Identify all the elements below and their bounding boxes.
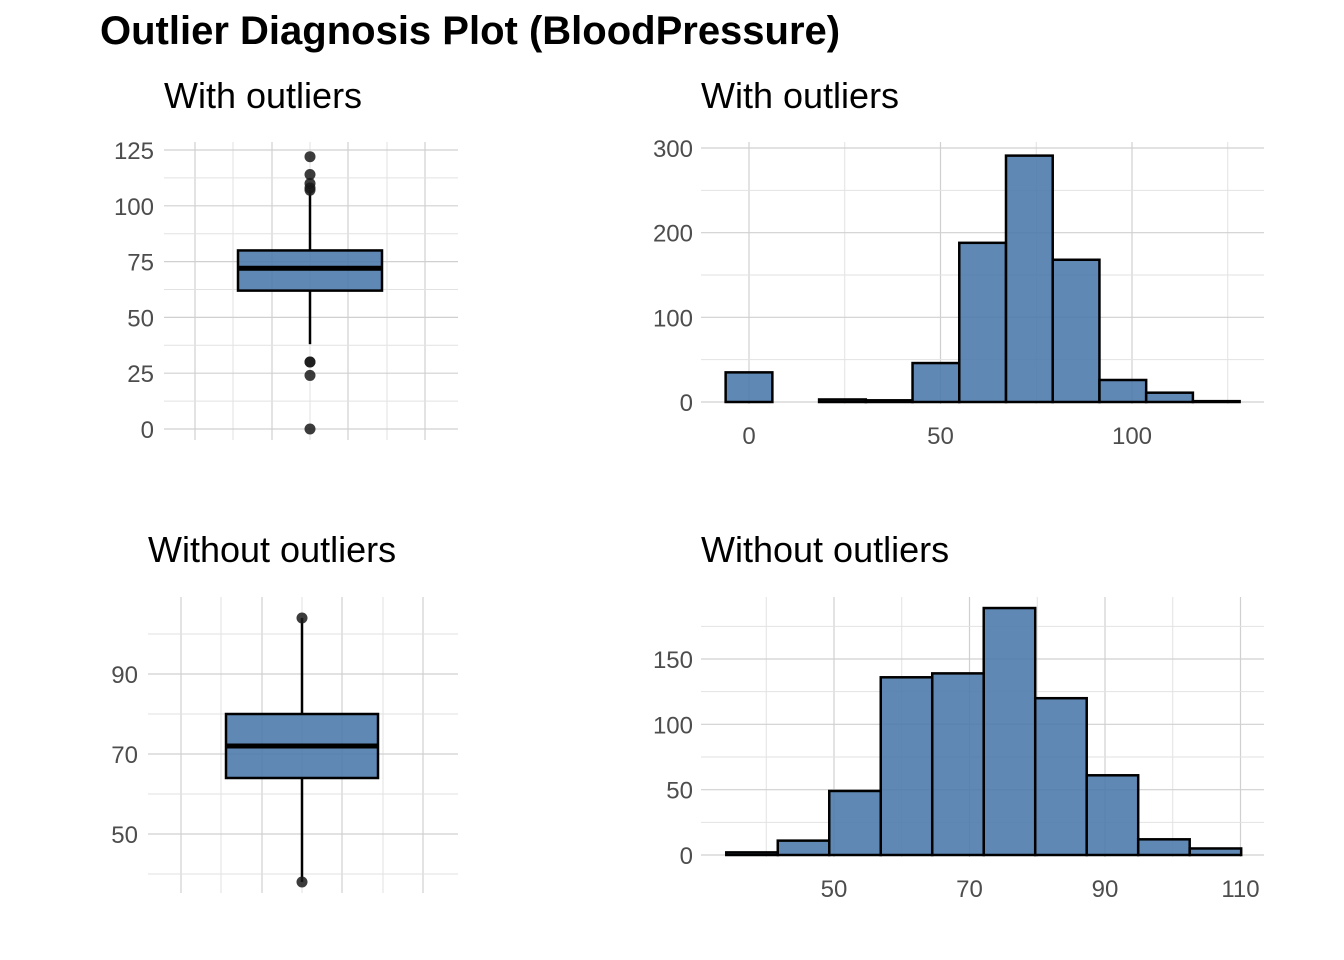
y-tick-label: 50 [127,305,154,332]
outlier-point [304,151,316,163]
y-tick-label: 100 [653,305,693,332]
histogram-bar [1188,847,1243,857]
x-tick-label: 100 [1112,423,1152,450]
y-tick-label: 25 [127,361,154,388]
y-tick-label: 100 [114,194,154,221]
panel-4: Without outliers 0 50 100 150 50 70 90 110 [653,529,1264,903]
histogram-bar [817,398,868,404]
histogram-bar [982,606,1037,857]
panel-2: With outliers 0 100 200 300 0 50 100 [653,75,1264,450]
y-tick-label: 125 [114,138,154,165]
y-tick-label: 0 [680,390,693,417]
histogram-bar [879,676,934,857]
y-tick-label: 70 [111,742,138,769]
histogram-bar [1033,696,1088,857]
x-tick-label: 70 [956,876,983,903]
y-tick-label: 200 [653,221,693,248]
y-tick-label: 75 [127,250,154,277]
y-tick-label: 0 [680,843,693,870]
panel-1: With outliers 0 25 50 75 100 125 [114,75,458,444]
x-tick-label: 90 [1092,876,1119,903]
y-tick-label: 300 [653,136,693,163]
outlier-point [304,169,316,181]
x-tick-label: 110 [1221,876,1259,903]
main-title: Outlier Diagnosis Plot (BloodPressure) [100,9,840,53]
y-tick-label: 100 [653,712,693,739]
histogram-bar [958,241,1008,404]
outlier-point [304,356,316,368]
panels: With outliers 0 25 50 75 100 125 With outliers 0… [111,75,1264,903]
panel-title: With outliers [164,75,362,116]
histogram-bar [911,361,961,404]
x-tick-label: 50 [927,423,954,450]
y-tick-label: 90 [111,662,138,689]
y-tick-label: 0 [141,417,154,444]
panel-title: With outliers [701,75,899,116]
y-tick-label: 150 [653,647,693,674]
histogram-bar [776,839,831,857]
histogram-bar [724,371,774,404]
histogram-bar [1191,399,1241,404]
panel-3: Without outliers 50 70 90 [111,529,458,893]
histogram-bar [725,851,780,857]
histogram-bar [930,672,985,857]
histogram-bar [1144,391,1195,404]
histogram-bar [1051,258,1101,404]
panel-title: Without outliers [701,529,949,570]
x-tick-label: 50 [821,876,848,903]
outlier-point [304,423,316,435]
outlier-point [296,612,308,624]
outlier-point [304,369,316,381]
outlier-point [296,876,308,888]
histogram-bar [1004,154,1054,404]
x-tick-label: 0 [742,423,755,450]
y-tick-label: 50 [666,778,693,805]
y-tick-label: 50 [111,822,138,849]
histogram-bar [1098,378,1148,404]
histogram-bar [1085,774,1140,857]
outlier-point [304,184,316,196]
histogram-bar [864,399,914,404]
panel-title: Without outliers [148,529,396,570]
histogram-bar [828,789,882,857]
histogram-bar [1136,838,1191,857]
